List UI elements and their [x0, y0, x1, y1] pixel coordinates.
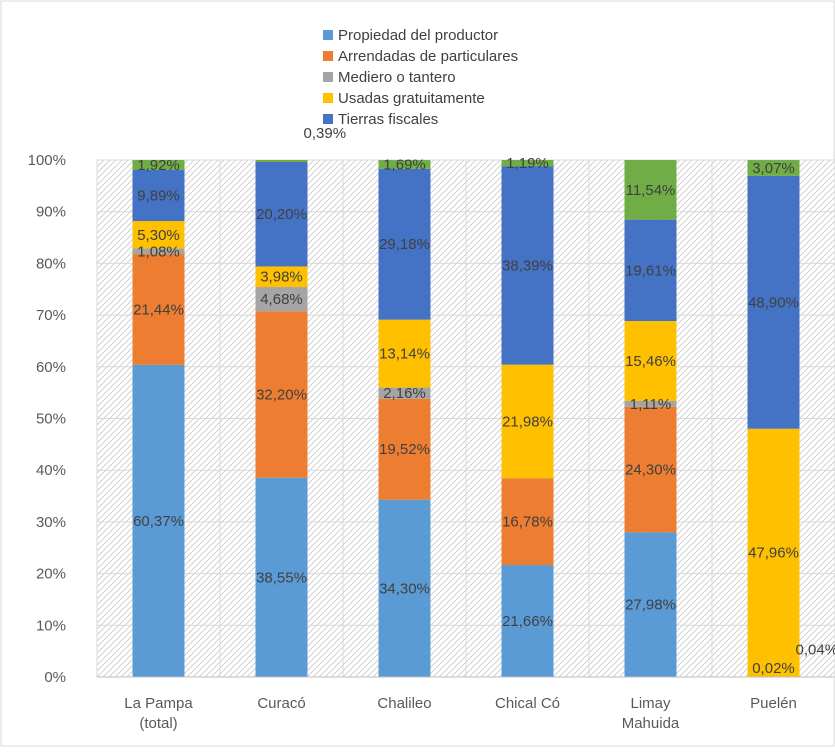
data-label: 3,98% [260, 269, 303, 286]
data-label: 27,98% [625, 597, 676, 614]
data-label: 1,11% [630, 396, 671, 413]
x-category-label: Puelén [750, 695, 797, 712]
data-label: 3,07% [752, 160, 795, 177]
data-label: 19,61% [625, 262, 676, 279]
y-tick-label: 70% [36, 307, 66, 324]
data-label: 29,18% [379, 236, 430, 253]
y-tick-label: 50% [36, 411, 66, 428]
data-label: 4,68% [260, 291, 303, 308]
data-label: 5,30% [137, 227, 180, 244]
data-label: 21,98% [502, 413, 553, 430]
data-label: 1,08% [137, 243, 180, 260]
legend-swatch [323, 30, 333, 40]
y-tick-label: 20% [36, 566, 66, 583]
data-label: 1,19% [506, 155, 549, 172]
data-label: 60,37% [133, 513, 184, 530]
y-tick-label: 40% [36, 462, 66, 479]
legend-swatch [323, 51, 333, 61]
data-label: 21,66% [502, 613, 553, 630]
legend-label: Tierras fiscales [338, 111, 438, 128]
y-tick-label: 90% [36, 204, 66, 221]
x-category-label: Chical Có [495, 695, 560, 712]
data-label: 47,96% [748, 545, 799, 562]
data-label: 38,55% [256, 569, 307, 586]
legend-label: Usadas gratuitamente [338, 90, 485, 107]
data-label: 9,89% [137, 187, 180, 204]
data-label: 11,54% [626, 182, 676, 199]
data-label: 1,69% [383, 156, 426, 173]
data-label: 19,52% [379, 441, 430, 458]
legend-label: Arrendadas de particulares [338, 48, 518, 65]
data-label: 2,16% [383, 385, 426, 402]
data-label: 15,46% [625, 353, 676, 370]
data-label: 16,78% [502, 514, 553, 531]
data-label: 1,92% [137, 157, 180, 174]
y-tick-label: 30% [36, 514, 66, 531]
x-category-label: Chalileo [377, 695, 431, 712]
legend-swatch [323, 93, 333, 103]
legend-swatch [323, 114, 333, 124]
data-label: 21,44% [133, 301, 184, 318]
data-label: 24,30% [625, 462, 676, 479]
data-label: 32,20% [256, 386, 307, 403]
legend-label: Mediero o tantero [338, 69, 456, 86]
data-label: 0,04% [796, 642, 835, 659]
x-category-label: Curacó [257, 695, 305, 712]
bar-segment [256, 160, 308, 162]
data-label: 38,39% [502, 257, 553, 274]
y-tick-label: 0% [44, 669, 66, 686]
legend-swatch [323, 72, 333, 82]
y-tick-label: 80% [36, 255, 66, 272]
data-label: 0,02% [752, 660, 795, 677]
data-label: 13,14% [379, 346, 430, 363]
y-tick-label: 10% [36, 617, 66, 634]
data-label: 34,30% [379, 580, 430, 597]
data-label: 48,90% [748, 294, 799, 311]
legend-label: Propiedad del productor [338, 27, 498, 44]
data-label: 20,20% [256, 206, 307, 223]
y-tick-label: 100% [28, 152, 66, 169]
y-tick-label: 60% [36, 359, 66, 376]
